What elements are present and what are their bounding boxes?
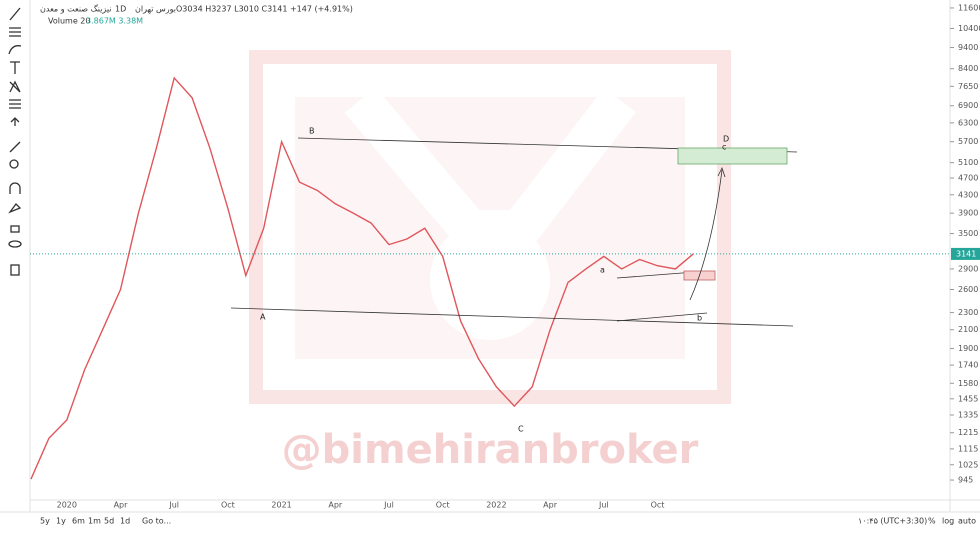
y-tick-label: 6300 (958, 118, 978, 127)
visibility-tool[interactable] (8, 240, 22, 248)
range-button[interactable]: 1d (120, 517, 130, 526)
ohlc: O3034 H3237 L3010 C3141 +147 (+4.91%) (176, 5, 353, 14)
y-tick-label: 1900 (958, 344, 978, 353)
text-tool[interactable] (10, 61, 20, 74)
axis-option[interactable]: log (942, 517, 954, 526)
x-tick-label: 2020 (57, 501, 77, 510)
brush-tool[interactable] (8, 45, 22, 55)
lock-tool[interactable] (10, 225, 20, 233)
y-tick-label: 1215 (958, 428, 978, 437)
range-button[interactable]: 1m (88, 517, 101, 526)
clock: ۱۰:۴۵ (UTC+3:30) (858, 517, 927, 526)
range-button[interactable]: 5d (104, 517, 114, 526)
range-button[interactable]: 5y (40, 517, 50, 526)
x-tick-label: Jul (598, 501, 609, 510)
lower-trendline (230, 307, 794, 327)
volume-label: Volume 20 (48, 17, 90, 26)
goto-button[interactable]: Go to... (142, 517, 171, 526)
wave-label: B (309, 127, 315, 136)
zoom-tool[interactable] (9, 159, 19, 169)
axis-option[interactable]: auto (958, 517, 976, 526)
axis-option[interactable]: % (928, 517, 936, 526)
cursor-tool[interactable] (10, 117, 20, 126)
x-tick-label: Apr (543, 501, 558, 510)
y-tick-label: 1115 (958, 444, 978, 453)
wave-label: a (600, 266, 605, 275)
x-tick-label: Oct (436, 501, 450, 510)
arrow-head (717, 166, 726, 178)
ruler-tool[interactable] (9, 141, 21, 153)
x-tick-label: 2022 (486, 501, 506, 510)
y-tick-label: 1025 (958, 460, 978, 469)
y-tick-label: 9400 (958, 43, 978, 52)
x-tick-label: Jul (168, 501, 179, 510)
range-button[interactable]: 1y (56, 517, 66, 526)
volume-values: 3.867M 3.38M (86, 17, 143, 26)
y-tick-label: 1455 (958, 394, 978, 403)
last-price-label: 3141 (956, 249, 976, 258)
lock-draw-tool[interactable] (8, 203, 22, 214)
x-tick-label: Jul (383, 501, 394, 510)
last-price-box (951, 247, 980, 260)
trash-tool[interactable] (10, 264, 20, 276)
x-tick-label: 2021 (271, 501, 291, 510)
drawings (230, 137, 798, 327)
wave-label: c (722, 143, 726, 152)
x-tick-label: Apr (328, 501, 343, 510)
y-tick-label: 945 (958, 476, 973, 485)
y-tick-label: 4300 (958, 190, 978, 199)
pattern-tool[interactable] (9, 80, 21, 93)
y-tick-label: 5100 (958, 158, 978, 167)
y-tick-label: 3900 (958, 209, 978, 218)
y-tick-label: 1335 (958, 411, 978, 420)
y-tick-label: 3500 (958, 229, 978, 238)
y-tick-label: 5700 (958, 137, 978, 146)
watermark: @bimehiranbroker (282, 427, 699, 473)
price-line (30, 76, 694, 480)
magnet-tool[interactable] (9, 182, 21, 194)
range-button[interactable]: 6m (72, 517, 85, 526)
wave-label: D (723, 135, 729, 144)
fib-tool[interactable] (9, 27, 21, 37)
watermark-logo (249, 50, 731, 404)
triangle-top (616, 271, 696, 279)
trend-tool[interactable] (9, 7, 21, 21)
y-tick-label: 2300 (958, 308, 978, 317)
wave-label: A (260, 313, 266, 322)
wave-label: C (518, 425, 524, 434)
y-tick-label: 8400 (958, 64, 978, 73)
measure-tool[interactable] (9, 99, 21, 109)
y-tick-label: 2600 (958, 285, 978, 294)
y-tick-label: 7650 (958, 82, 978, 91)
interval: 1D (115, 5, 126, 14)
y-tick-label: 4700 (958, 174, 978, 183)
exchange: بورس تهران (135, 5, 176, 14)
y-tick-label: 1740 (958, 361, 978, 370)
x-tick-label: Apr (114, 501, 129, 510)
x-tick-label: Oct (221, 501, 235, 510)
left-toolbar (8, 0, 31, 512)
y-tick-label: 11600 (958, 3, 980, 12)
wave-label: b (697, 314, 702, 323)
projection-arrow (689, 169, 723, 301)
y-tick-label: 2100 (958, 325, 978, 334)
target-zone (677, 147, 788, 165)
y-tick-label: 2900 (958, 264, 978, 273)
symbol: نیزینگ صنعت و معدن (40, 4, 112, 14)
y-tick-label: 1580 (958, 379, 978, 388)
y-tick-label: 6900 (958, 101, 978, 110)
y-tick-label: 10400 (958, 24, 980, 33)
x-tick-label: Oct (651, 501, 665, 510)
triangle-bottom (616, 312, 708, 322)
